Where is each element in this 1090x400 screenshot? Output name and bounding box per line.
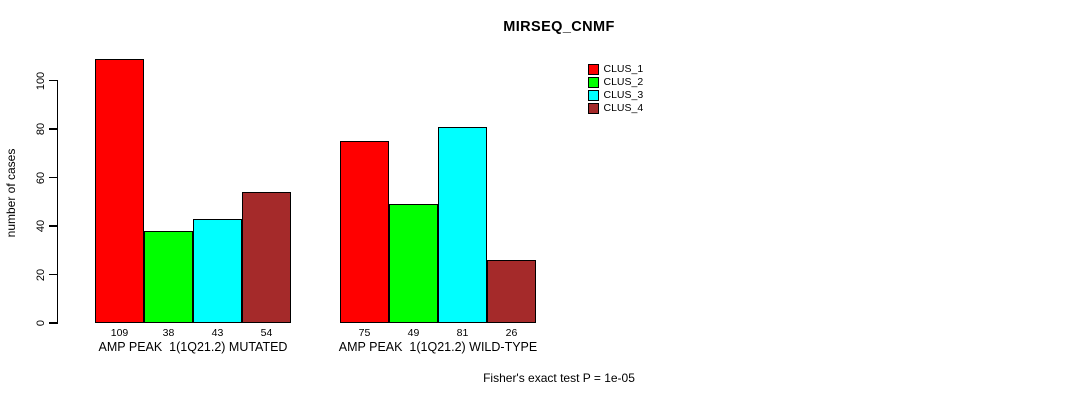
y-axis-line [56, 79, 59, 324]
bar-CLUS_1 [95, 58, 144, 323]
legend-item: CLUS_3 [588, 89, 643, 102]
bar-CLUS_3 [193, 218, 242, 323]
y-axis-tick-label: 80 [35, 122, 47, 136]
y-axis-tick-label: 40 [35, 219, 47, 233]
legend-swatch-CLUS_3 [588, 90, 599, 101]
annotation-fisher-test: Fisher's exact test P = 1e-05 [483, 371, 635, 385]
bar-CLUS_2 [144, 230, 193, 323]
chart-title: MIRSEQ_CNMF [503, 19, 615, 35]
x-category-label-mutated: AMP PEAK 1(1Q21.2) MUTATED [98, 340, 288, 354]
y-axis-tick-label: 20 [35, 268, 47, 281]
legend-label: CLUS_3 [603, 89, 644, 101]
bar-value-label: 81 [456, 326, 469, 339]
bar-value-label: 49 [407, 326, 420, 339]
y-axis-tick [49, 273, 57, 276]
x-category-label-wildtype: AMP PEAK 1(1Q21.2) WILD-TYPE [338, 340, 538, 354]
y-axis-tick-label: 0 [35, 319, 47, 327]
bar-CLUS_3 [438, 126, 487, 323]
legend-item: CLUS_2 [588, 76, 643, 89]
bar-value-label: 109 [110, 326, 129, 339]
bar-value-label: 75 [358, 326, 371, 339]
y-axis-tick [49, 79, 57, 82]
y-axis-title: number of cases [4, 148, 18, 238]
bar-value-label: 38 [162, 326, 175, 339]
bar-value-label: 26 [505, 326, 518, 339]
y-axis-tick-label: 100 [35, 71, 47, 90]
bar-CLUS_2 [389, 204, 438, 323]
legend-item: CLUS_4 [588, 102, 643, 115]
y-axis-tick [49, 176, 57, 179]
y-axis-tick-label: 60 [35, 171, 47, 184]
bar-CLUS_1 [340, 141, 389, 323]
legend-swatch-CLUS_1 [588, 64, 599, 75]
y-axis-tick [49, 322, 57, 324]
bar-value-label: 43 [211, 326, 224, 339]
bar-value-label: 54 [260, 326, 273, 339]
legend-label: CLUS_1 [603, 63, 644, 75]
y-axis-tick [49, 225, 57, 227]
legend-swatch-CLUS_2 [588, 77, 599, 88]
bar-CLUS_4 [242, 192, 291, 323]
legend-item: CLUS_1 [588, 63, 643, 76]
legend-label: CLUS_4 [603, 102, 644, 114]
legend: CLUS_1 CLUS_2 CLUS_3 CLUS_4 [588, 63, 643, 115]
legend-label: CLUS_2 [603, 76, 644, 88]
y-axis-tick [49, 128, 57, 130]
legend-swatch-CLUS_4 [588, 103, 599, 114]
bar-CLUS_4 [487, 259, 536, 323]
